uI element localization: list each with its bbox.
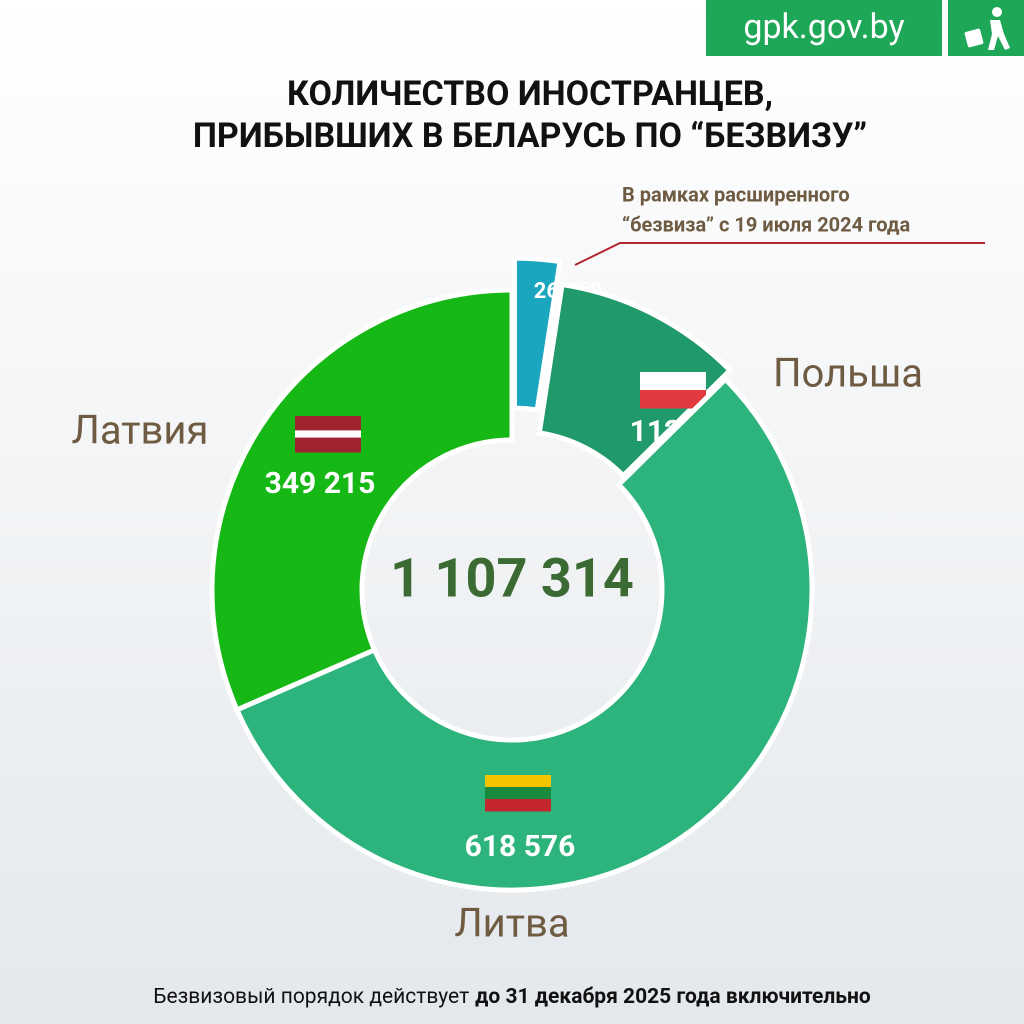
category-label: Польша <box>773 350 923 397</box>
footer-text: Безвизовый порядок действует <box>153 985 469 1009</box>
donut-slice <box>511 255 563 413</box>
donut-slice <box>536 281 734 480</box>
donut-slice <box>233 375 815 893</box>
flag-stripe <box>295 437 361 453</box>
value-label: 349 215 <box>265 466 376 501</box>
flag-stripe <box>295 416 361 431</box>
title-line: ПРИБЫВШИХ В БЕЛАРУСЬ ПО “БЕЗВИЗУ” <box>193 116 867 156</box>
category-label: Латвия <box>72 407 209 454</box>
title-line: КОЛИЧЕСТВО ИНОСТРАНЦЕВ, <box>287 74 773 114</box>
total-label: 1 107 314 <box>390 547 634 610</box>
annotation-leader <box>574 242 985 266</box>
footer: Безвизовый порядок действует до 31 декабр… <box>153 985 871 1009</box>
flag-stripe <box>640 372 706 391</box>
site-url[interactable]: gpk.gov.by <box>743 7 904 47</box>
category-label: Литва <box>454 900 569 947</box>
value-label: 618 576 <box>465 829 576 864</box>
annotation-line: “безвиза” с 19 июля 2024 года <box>622 212 910 236</box>
footer-bold: до 31 декабря 2025 года включительно <box>475 985 871 1009</box>
flag-stripe <box>485 787 551 800</box>
site-badge <box>706 0 942 56</box>
flag-stripe <box>485 799 551 812</box>
flag-stripe <box>295 430 361 439</box>
flag-stripe <box>485 775 551 788</box>
flag-stripe <box>640 390 706 409</box>
icon-box <box>948 0 1024 56</box>
annotation-line: В рамках расширенного <box>622 182 850 206</box>
traveler-icon <box>964 7 1010 50</box>
donut-slice <box>209 287 515 714</box>
